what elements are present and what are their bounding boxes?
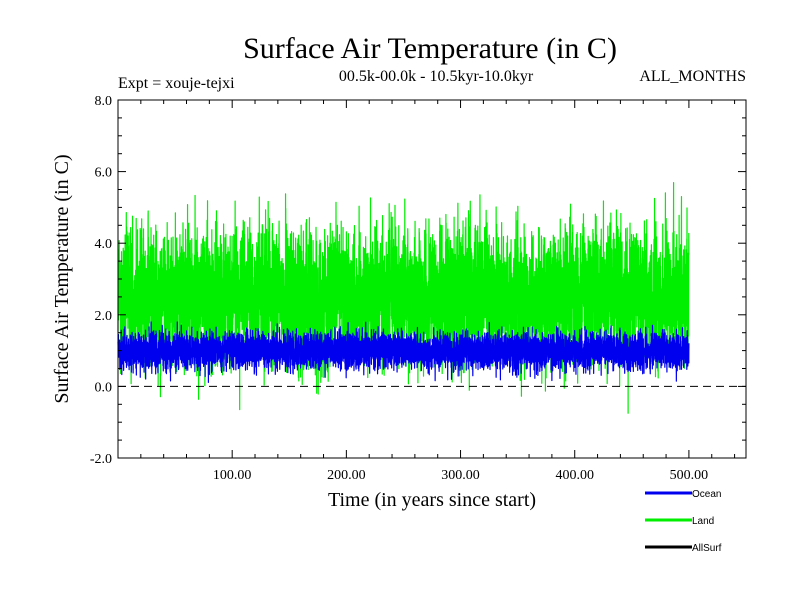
x-tick-label: 300.00 xyxy=(441,468,480,483)
legend: Ocean Land AllSurf xyxy=(645,489,722,554)
y-axis-label: Surface Air Temperature (in C) xyxy=(51,154,73,403)
legend-label-ocean: Ocean xyxy=(692,489,721,500)
x-tick-label: 500.00 xyxy=(670,468,709,483)
series-line-land xyxy=(117,181,690,414)
y-tick-label: 6.0 xyxy=(95,166,113,181)
y-tick-label: 4.0 xyxy=(95,237,113,252)
y-tick-label: 8.0 xyxy=(95,94,113,109)
legend-label-allsurf: AllSurf xyxy=(692,543,722,554)
legend-label-land: Land xyxy=(692,516,714,527)
expt-label: Expt = xouje-tejxi xyxy=(118,75,235,92)
x-axis: 100.00 200.00 300.00 400.00 500.00 xyxy=(140,100,736,483)
y-tick-label: 0.0 xyxy=(95,380,113,395)
series-layer xyxy=(117,181,690,414)
months-label: ALL_MONTHS xyxy=(639,68,746,85)
x-tick-label: 200.00 xyxy=(327,468,366,483)
x-tick-label: 100.00 xyxy=(213,468,252,483)
y-tick-label: -2.0 xyxy=(90,452,112,467)
x-axis-label: Time (in years since start) xyxy=(328,489,536,511)
x-tick-label: 400.00 xyxy=(555,468,594,483)
series-line-ocean xyxy=(117,321,690,383)
y-axis: -2.0 0.0 2.0 4.0 6.0 8.0 xyxy=(90,94,746,467)
y-tick-label: 2.0 xyxy=(95,309,113,324)
chart-title: Surface Air Temperature (in C) xyxy=(243,32,617,65)
chart-subtitle: 00.5k-00.0k - 10.5kyr-10.0kyr xyxy=(339,68,534,85)
